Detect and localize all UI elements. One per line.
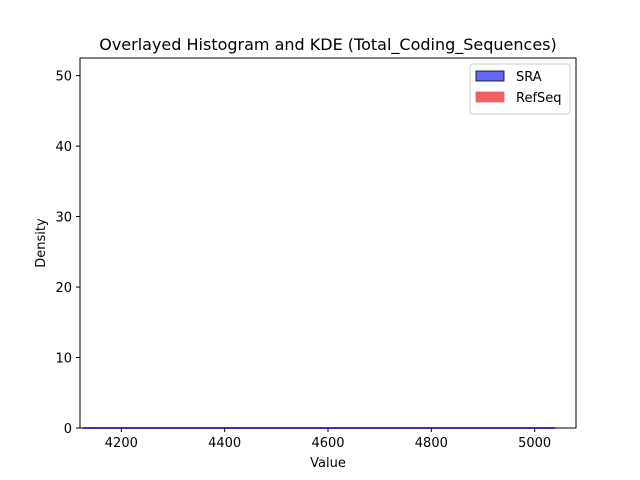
y-tick-label: 50 xyxy=(55,70,72,85)
y-axis-label: Density xyxy=(34,218,49,268)
x-tick-label: 4200 xyxy=(105,436,138,451)
x-tick-label: 4600 xyxy=(311,436,344,451)
x-axis: 4200 4400 4600 4800 5000 xyxy=(105,428,551,451)
y-tick-label: 10 xyxy=(55,352,72,367)
y-tick-label: 40 xyxy=(55,140,72,155)
x-tick-label: 5000 xyxy=(518,436,551,451)
plot-area xyxy=(79,57,577,429)
x-axis-label: Value xyxy=(310,456,346,471)
legend: SRA RefSeq xyxy=(469,63,571,115)
y-tick-label: 0 xyxy=(64,422,72,437)
x-tick-label: 4800 xyxy=(415,436,448,451)
legend-label-sra: SRA xyxy=(516,70,542,85)
y-tick-label: 30 xyxy=(55,211,72,226)
chart-title: Overlayed Histogram and KDE (Total_Codin… xyxy=(99,35,557,55)
legend-label-refseq: RefSeq xyxy=(516,91,562,106)
legend-swatch-sra xyxy=(475,70,505,82)
y-tick-label: 20 xyxy=(55,281,72,296)
y-axis: 0 10 20 30 40 50 xyxy=(55,70,80,437)
legend-swatch-refseq xyxy=(475,91,505,103)
x-tick-label: 4400 xyxy=(208,436,241,451)
